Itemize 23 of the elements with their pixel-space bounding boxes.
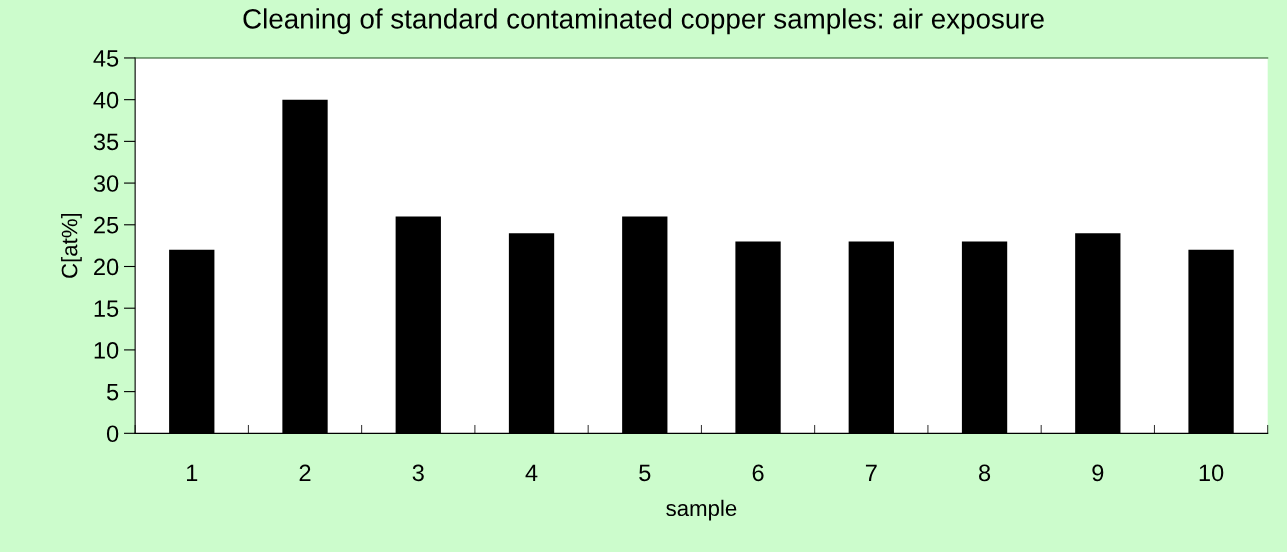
y-tick-label: 0 <box>106 425 119 443</box>
y-axis-title: C[at%] <box>61 213 82 278</box>
x-tick-label: 10 <box>1199 464 1224 482</box>
x-tick-label: 3 <box>412 464 424 482</box>
x-tick-label: 4 <box>525 464 538 481</box>
x-tick-label: 1 <box>187 464 198 481</box>
y-tick-label: 15 <box>94 300 119 317</box>
y-tick-label: 45 <box>93 50 119 67</box>
y-tick-label: 25 <box>94 216 119 234</box>
y-tick-label: 30 <box>93 175 119 192</box>
x-tick-label: 6 <box>752 464 764 482</box>
y-tick-label: 20 <box>94 258 119 276</box>
x-axis-title: sample <box>666 499 737 521</box>
x-tick-label: 8 <box>979 464 991 482</box>
y-tick-label: 10 <box>94 341 119 359</box>
x-tick-label: 9 <box>1092 464 1104 482</box>
y-tick-label: 40 <box>93 91 119 109</box>
chart-title: Cleaning of standard contaminated copper samples: air exposure <box>243 8 1044 35</box>
x-tick-label: 7 <box>865 464 877 481</box>
y-tick-label: 5 <box>106 383 119 401</box>
x-tick-label: 2 <box>299 464 311 481</box>
y-tick-label: 35 <box>93 133 119 151</box>
x-tick-label: 5 <box>639 464 651 482</box>
